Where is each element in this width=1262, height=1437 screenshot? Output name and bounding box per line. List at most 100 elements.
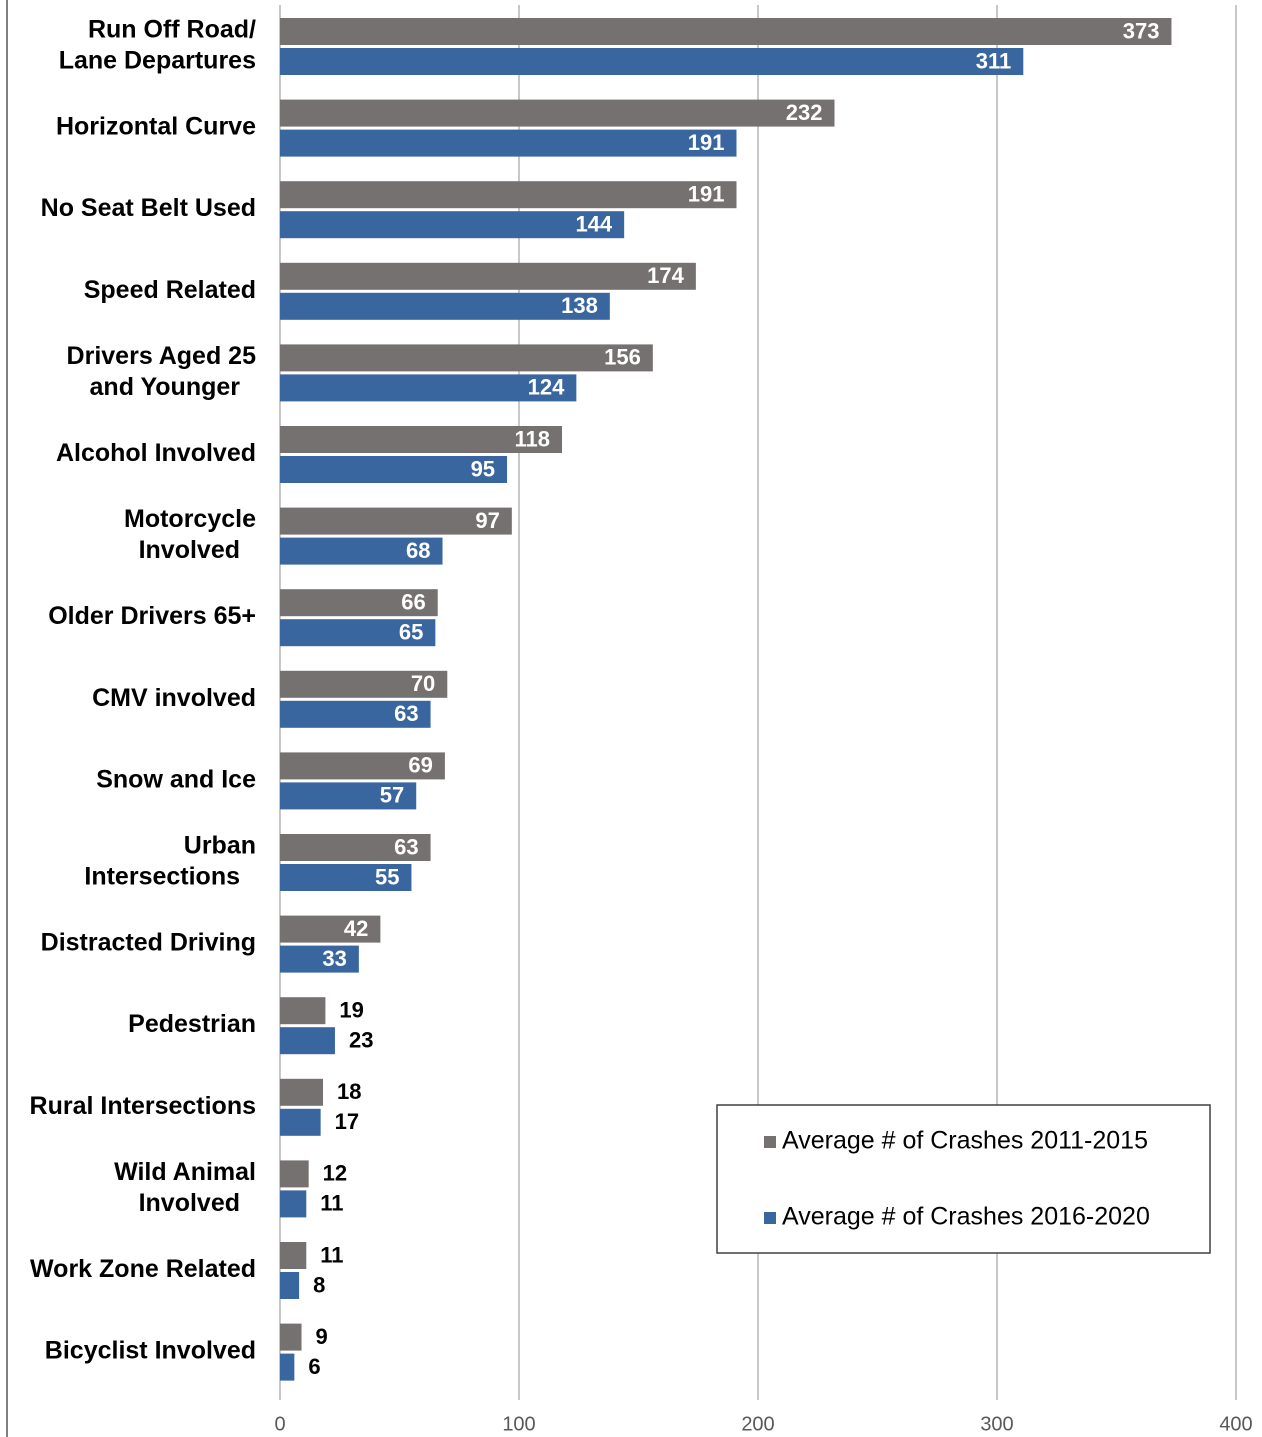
category-line: Urban xyxy=(184,831,256,859)
bar xyxy=(280,619,436,647)
category-label: CMV involved xyxy=(92,683,256,711)
bar xyxy=(280,262,696,290)
value-label: 11 xyxy=(320,1242,343,1267)
value-label: 311 xyxy=(976,48,1012,73)
value-label: 118 xyxy=(515,426,551,451)
x-tick-label: 400 xyxy=(1219,1413,1252,1435)
x-tick-label: 200 xyxy=(741,1413,774,1435)
category-label: Motorcycle Involved xyxy=(124,505,256,564)
value-label: 65 xyxy=(399,620,423,645)
bar xyxy=(280,292,610,320)
value-label: 33 xyxy=(322,946,346,971)
value-label: 191 xyxy=(688,182,725,207)
bar xyxy=(280,1272,300,1299)
category-line: Bicyclist Involved xyxy=(45,1336,256,1364)
category-line: Intersections xyxy=(84,862,240,890)
category-label: Distracted Driving xyxy=(41,928,256,956)
value-label: 138 xyxy=(561,293,598,318)
category-line: Motorcycle xyxy=(124,505,256,533)
bar xyxy=(280,1078,324,1106)
value-label: 66 xyxy=(401,590,425,615)
value-label: 144 xyxy=(575,212,612,237)
bar xyxy=(280,1323,302,1351)
bar xyxy=(280,537,443,565)
value-label: 232 xyxy=(786,100,823,125)
category-line: Lane Departures xyxy=(59,46,256,74)
category-line: Pedestrian xyxy=(128,1010,256,1038)
category-label: Drivers Aged 25 and Younger xyxy=(67,342,257,401)
bar xyxy=(280,211,625,239)
bar xyxy=(280,1160,309,1188)
x-tick-label: 0 xyxy=(274,1413,285,1435)
bar xyxy=(280,700,431,728)
category-line: Drivers Aged 25 xyxy=(67,342,257,370)
category-label: Bicyclist Involved xyxy=(45,1336,256,1364)
bar xyxy=(280,456,508,483)
bar xyxy=(280,1190,307,1218)
bar xyxy=(280,782,417,810)
category-line: Involved xyxy=(139,536,240,564)
category-line: Wild Animal xyxy=(114,1158,256,1186)
legend-label: Average # of Crashes 2011-2015 xyxy=(782,1127,1148,1155)
value-label: 42 xyxy=(344,916,368,941)
bar xyxy=(280,864,412,891)
bar xyxy=(280,834,431,861)
bar xyxy=(280,507,512,535)
value-label: 69 xyxy=(408,753,432,778)
bar xyxy=(280,1027,335,1055)
value-label: 57 xyxy=(380,783,404,808)
bar xyxy=(280,18,1172,45)
value-label: 17 xyxy=(335,1109,359,1134)
value-label: 174 xyxy=(647,263,684,288)
bar xyxy=(280,915,381,943)
category-line: Horizontal Curve xyxy=(56,112,256,140)
value-label: 12 xyxy=(323,1161,347,1186)
category-label: Older Drivers 65+ xyxy=(48,602,256,630)
category-line: Older Drivers 65+ xyxy=(48,602,256,630)
value-label: 70 xyxy=(411,671,435,696)
category-line: Speed Related xyxy=(84,275,256,303)
value-label: 68 xyxy=(406,538,430,563)
bar xyxy=(280,129,737,157)
legend-swatch xyxy=(764,1136,776,1148)
value-label: 18 xyxy=(337,1079,361,1104)
category-line: Alcohol Involved xyxy=(56,439,256,467)
category-label: Pedestrian xyxy=(128,1010,256,1038)
category-label: Wild Animal Involved xyxy=(114,1158,256,1217)
category-line: Distracted Driving xyxy=(41,928,256,956)
bar xyxy=(280,181,737,209)
category-line: Work Zone Related xyxy=(30,1255,256,1283)
value-label: 23 xyxy=(349,1028,373,1053)
legend-box xyxy=(716,1104,1211,1254)
bar xyxy=(280,1108,321,1136)
category-label: No Seat Belt Used xyxy=(41,194,256,222)
legend-label: Average # of Crashes 2016-2020 xyxy=(782,1203,1150,1231)
legend-swatch xyxy=(764,1212,776,1224)
category-line: Snow and Ice xyxy=(96,765,256,793)
value-label: 156 xyxy=(604,345,641,370)
value-label: 19 xyxy=(339,998,363,1023)
value-label: 63 xyxy=(394,834,418,859)
category-label: Horizontal Curve xyxy=(56,112,256,140)
category-label: Speed Related xyxy=(84,275,256,303)
value-label: 6 xyxy=(308,1354,320,1379)
bar xyxy=(280,1242,307,1269)
category-line: Rural Intersections xyxy=(30,1091,256,1119)
value-label: 55 xyxy=(375,864,399,889)
category-label: Work Zone Related xyxy=(30,1255,256,1283)
value-label: 124 xyxy=(528,375,565,400)
bar xyxy=(280,945,359,973)
value-label: 8 xyxy=(313,1272,325,1297)
x-tick-label: 300 xyxy=(980,1413,1013,1435)
bar xyxy=(280,1353,295,1381)
category-line: and Younger xyxy=(90,373,241,401)
bar xyxy=(280,426,563,453)
category-label: Alcohol Involved xyxy=(56,439,256,467)
value-label: 97 xyxy=(475,508,499,533)
value-label: 373 xyxy=(1123,18,1160,43)
value-label: 9 xyxy=(316,1324,328,1349)
bar xyxy=(280,344,653,372)
category-label: Urban Intersections xyxy=(84,831,256,890)
category-line: CMV involved xyxy=(92,683,256,711)
